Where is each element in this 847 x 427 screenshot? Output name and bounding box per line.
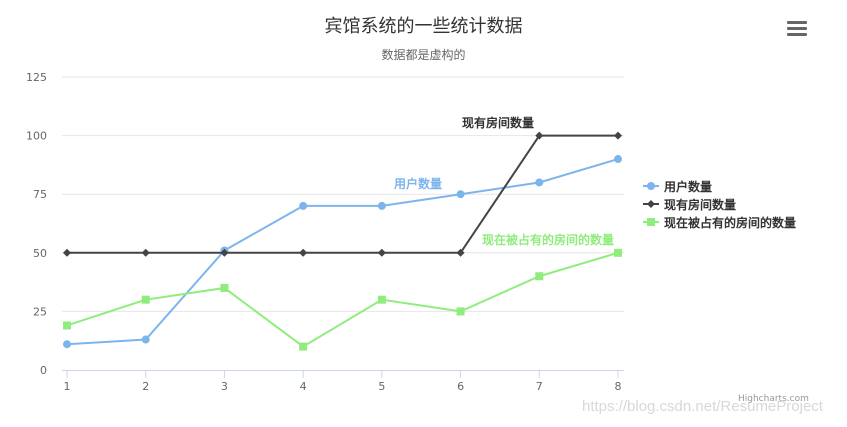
menu-bar — [787, 27, 807, 30]
data-point[interactable] — [141, 248, 150, 257]
data-point[interactable] — [377, 248, 386, 257]
data-point[interactable] — [456, 248, 465, 257]
y-tick-label: 75 — [33, 188, 47, 201]
x-tick-label: 4 — [300, 380, 307, 393]
legend-label: 现有房间数量 — [664, 197, 737, 212]
series-0[interactable] — [63, 155, 622, 349]
circle-marker-icon — [643, 182, 659, 190]
x-tick-label: 1 — [64, 380, 71, 393]
data-point[interactable] — [377, 295, 386, 304]
y-tick-label: 100 — [26, 130, 47, 143]
data-point[interactable] — [299, 248, 308, 257]
y-axis: 0 25 50 75 100 125 — [26, 71, 47, 377]
series-2[interactable] — [63, 248, 622, 351]
data-point[interactable] — [535, 131, 544, 140]
data-point[interactable] — [456, 190, 465, 199]
chart-title: 宾馆系统的一些统计数据 — [324, 16, 523, 37]
data-point[interactable] — [614, 131, 622, 140]
data-point[interactable] — [299, 342, 308, 351]
data-point[interactable] — [63, 248, 71, 257]
x-tick-label: 6 — [457, 380, 464, 393]
legend-label: 现在被占有的房间的数量 — [664, 215, 797, 230]
hamburger-menu-icon[interactable] — [785, 18, 809, 40]
series-1[interactable] — [63, 131, 622, 257]
chart-subtitle: 数据都是虚构的 — [381, 48, 466, 62]
data-point[interactable] — [535, 272, 544, 281]
data-point[interactable] — [614, 155, 622, 164]
data-point[interactable] — [141, 295, 150, 304]
data-point[interactable] — [63, 321, 71, 330]
data-point[interactable] — [377, 201, 386, 210]
data-point[interactable] — [299, 201, 308, 210]
data-point[interactable] — [220, 283, 229, 292]
series-group[interactable] — [63, 131, 622, 351]
legend-item-occupied[interactable]: 现在被占有的房间的数量 — [643, 213, 796, 231]
data-point[interactable] — [63, 340, 71, 349]
data-point[interactable] — [220, 248, 229, 257]
credits-link[interactable]: Highcharts.com — [738, 394, 809, 404]
series-labels: 用户数量 现有房间数量 现在被占有的房间的数量 — [393, 115, 614, 247]
x-tick-label: 7 — [536, 380, 543, 393]
series-label-occupied: 现在被占有的房间的数量 — [482, 232, 614, 247]
data-point[interactable] — [456, 307, 465, 316]
data-point[interactable] — [141, 335, 150, 344]
x-tick-label: 5 — [378, 380, 385, 393]
series-label-rooms: 现有房间数量 — [462, 115, 534, 130]
legend-item-rooms[interactable]: 现有房间数量 — [643, 195, 796, 213]
y-tick-label: 125 — [26, 71, 47, 84]
menu-bar — [787, 21, 807, 24]
legend-item-users[interactable]: 用户数量 — [643, 177, 796, 195]
x-axis: 1 2 3 4 5 6 7 8 — [62, 370, 624, 393]
x-tick-label: 3 — [221, 380, 228, 393]
x-tick-label: 8 — [615, 380, 622, 393]
diamond-marker-icon — [643, 200, 659, 208]
x-tick-label: 2 — [142, 380, 149, 393]
data-point[interactable] — [535, 178, 544, 187]
y-tick-label: 0 — [40, 364, 47, 377]
legend-label: 用户数量 — [664, 179, 713, 194]
data-point[interactable] — [614, 248, 622, 257]
menu-bar — [787, 33, 807, 36]
square-marker-icon — [643, 218, 659, 226]
series-label-users: 用户数量 — [393, 176, 442, 191]
y-tick-label: 25 — [33, 305, 47, 318]
watermark: https://blog.csdn.net/ResumeProject — [582, 398, 823, 415]
y-tick-label: 50 — [33, 247, 47, 260]
legend: 用户数量 现有房间数量 现在被占有的房间的数量 — [643, 177, 796, 231]
